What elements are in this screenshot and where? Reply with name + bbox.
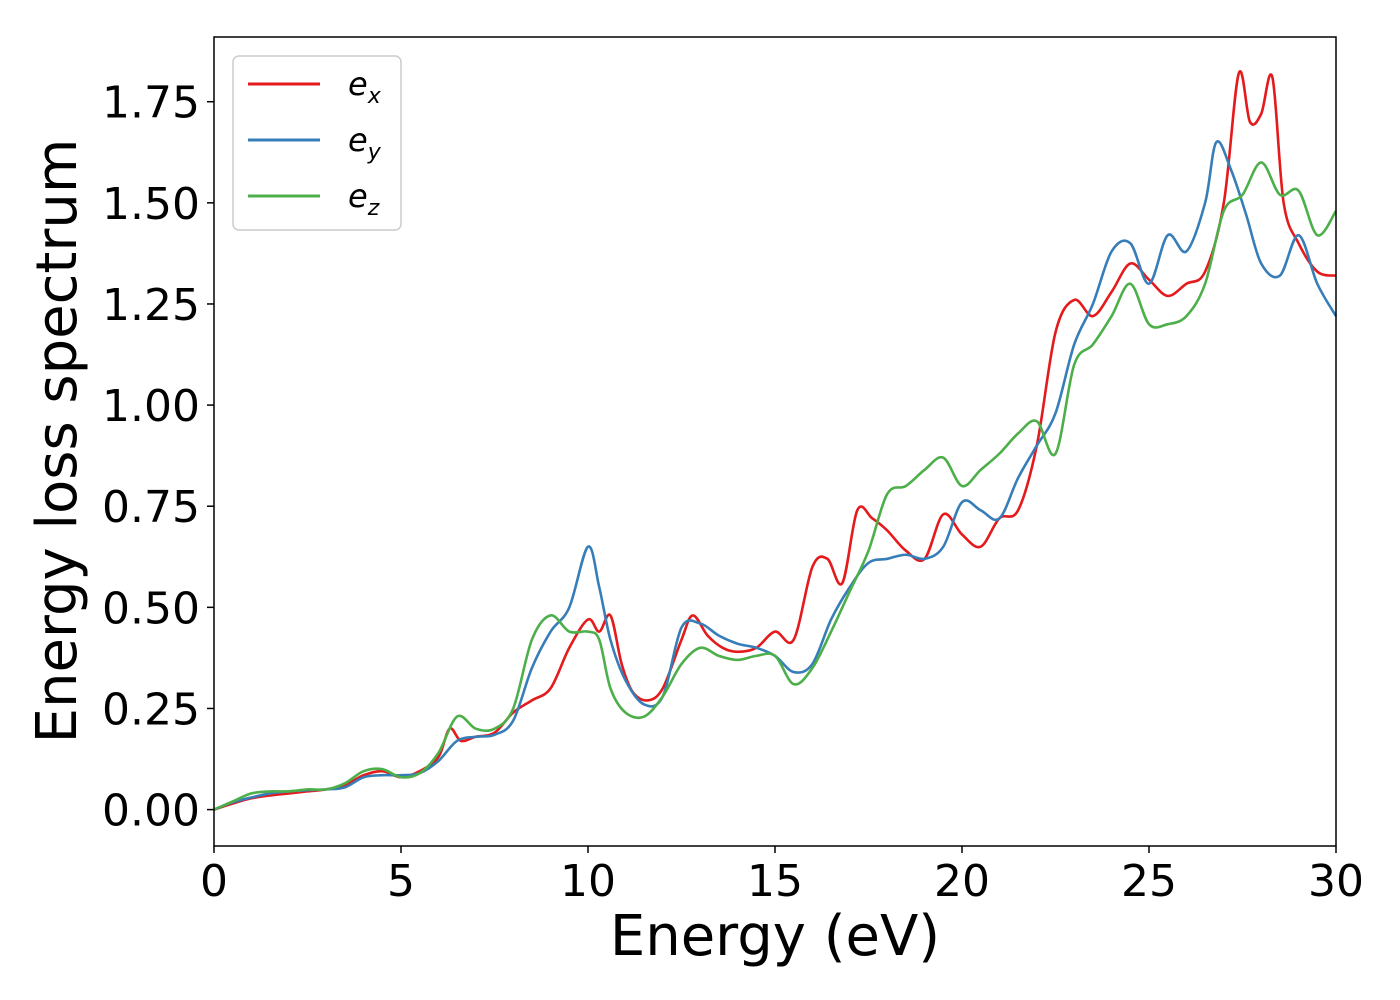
x-tick-label: 30 bbox=[1308, 856, 1364, 907]
x-tick-label: 0 bbox=[200, 856, 228, 907]
y-tick-label: 0.25 bbox=[102, 684, 200, 735]
legend-label-x: ex bbox=[348, 65, 382, 109]
y-tick-label: 0.75 bbox=[102, 482, 200, 533]
y-axis-label: Energy loss spectrum bbox=[25, 139, 90, 744]
legend-label-subscript: x bbox=[367, 84, 382, 109]
plot-frame bbox=[213, 36, 1337, 847]
legend-label-subscript: y bbox=[367, 140, 382, 165]
x-axis-label: Energy (eV) bbox=[610, 904, 940, 969]
legend-box bbox=[232, 55, 402, 231]
legend-label-base: e bbox=[348, 177, 368, 215]
x-axis-ticks: 0 5 10 15 20 25 30 bbox=[200, 846, 1364, 907]
y-tick-label: 0.00 bbox=[102, 786, 200, 837]
x-tick-label: 20 bbox=[934, 856, 990, 907]
y-tick-label: 1.75 bbox=[102, 78, 200, 129]
y-tick-label: 1.50 bbox=[102, 179, 200, 230]
x-tick-label: 5 bbox=[387, 856, 415, 907]
series-lines bbox=[213, 69, 1338, 811]
legend-label-base: e bbox=[348, 121, 368, 159]
y-tick-label: 0.50 bbox=[102, 583, 200, 634]
x-tick-label: 10 bbox=[560, 856, 616, 907]
x-tick-label: 15 bbox=[747, 856, 803, 907]
legend-label-y: ey bbox=[348, 121, 382, 165]
legend-label-subscript: z bbox=[367, 196, 380, 221]
y-tick-label: 1.25 bbox=[102, 280, 200, 331]
series-line-z bbox=[213, 161, 1338, 811]
y-tick-label: 1.00 bbox=[102, 381, 200, 432]
series-line-y bbox=[213, 140, 1338, 811]
legend-label-base: e bbox=[348, 65, 368, 103]
legend-label-z: ez bbox=[348, 177, 380, 221]
x-tick-label: 25 bbox=[1121, 856, 1177, 907]
y-axis-ticks: 0.00 0.25 0.50 0.75 1.00 1.25 1.50 1.75 bbox=[102, 78, 214, 837]
